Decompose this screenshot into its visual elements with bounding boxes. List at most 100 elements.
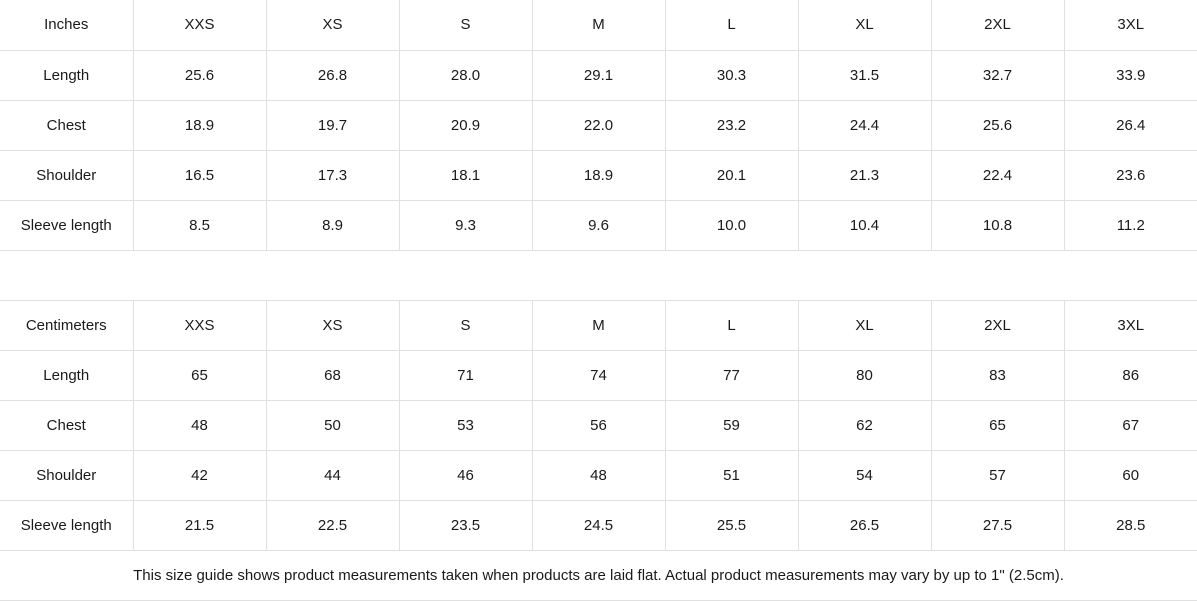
measurement-label: Length (0, 50, 134, 101)
measurement-value: 22.4 (931, 150, 1065, 201)
measurement-value: 22.5 (266, 500, 400, 551)
measurement-label: Sleeve length (0, 200, 134, 251)
measurement-value: 71 (399, 350, 533, 401)
measurement-value: 80 (798, 350, 932, 401)
measurement-row: Chest 18.9 19.7 20.9 22.0 23.2 24.4 25.6 26.4 (0, 100, 1197, 151)
measurement-value: 60 (1064, 450, 1197, 501)
measurement-value: 67 (1064, 400, 1197, 451)
unit-label: Inches (0, 0, 134, 51)
measurement-value: 11.2 (1064, 200, 1197, 251)
measurement-label: Sleeve length (0, 500, 134, 551)
measurement-value: 50 (266, 400, 400, 451)
measurement-value: 24.5 (532, 500, 666, 551)
size-column-header: S (399, 0, 533, 51)
measurement-value: 53 (399, 400, 533, 451)
measurement-value: 25.6 (133, 50, 267, 101)
size-column-header: XL (798, 300, 932, 351)
measurement-value: 48 (133, 400, 267, 451)
unit-header-row: Inches XXS XS S M L XL 2XL 3XL (0, 0, 1197, 51)
measurement-label: Length (0, 350, 134, 401)
size-column-header: XL (798, 0, 932, 51)
measurement-value: 30.3 (665, 50, 799, 101)
measurement-value: 68 (266, 350, 400, 401)
size-column-header: XS (266, 300, 400, 351)
measurement-value: 28.0 (399, 50, 533, 101)
measurement-value: 29.1 (532, 50, 666, 101)
measurement-label: Chest (0, 400, 134, 451)
measurement-value: 48 (532, 450, 666, 501)
measurement-value: 33.9 (1064, 50, 1197, 101)
size-column-header: L (665, 300, 799, 351)
measurement-value: 56 (532, 400, 666, 451)
size-column-header: XXS (133, 0, 267, 51)
measurement-value: 23.5 (399, 500, 533, 551)
size-column-header: M (532, 0, 666, 51)
size-column-header: M (532, 300, 666, 351)
measurement-value: 65 (931, 400, 1065, 451)
measurement-value: 17.3 (266, 150, 400, 201)
table-spacer-cell (0, 250, 1197, 301)
measurement-label: Shoulder (0, 150, 134, 201)
size-column-header: S (399, 300, 533, 351)
measurement-value: 46 (399, 450, 533, 501)
measurement-row: Sleeve length 8.5 8.9 9.3 9.6 10.0 10.4 10.8 11.… (0, 200, 1197, 251)
table-spacer-row (0, 250, 1197, 301)
size-column-header: 2XL (931, 0, 1065, 51)
size-column-header: L (665, 0, 799, 51)
measurement-value: 10.8 (931, 200, 1065, 251)
measurement-value: 57 (931, 450, 1065, 501)
measurement-value: 20.9 (399, 100, 533, 151)
measurement-value: 9.3 (399, 200, 533, 251)
measurement-value: 18.1 (399, 150, 533, 201)
measurement-value: 59 (665, 400, 799, 451)
measurement-label: Shoulder (0, 450, 134, 501)
measurement-value: 26.8 (266, 50, 400, 101)
measurement-value: 28.5 (1064, 500, 1197, 551)
measurement-value: 21.5 (133, 500, 267, 551)
footer-note-row: This size guide shows product measuremen… (0, 550, 1197, 601)
measurement-value: 23.2 (665, 100, 799, 151)
measurement-value: 16.5 (133, 150, 267, 201)
measurement-value: 31.5 (798, 50, 932, 101)
measurement-value: 21.3 (798, 150, 932, 201)
measurement-value: 25.6 (931, 100, 1065, 151)
measurement-row: Length 25.6 26.8 28.0 29.1 30.3 31.5 32.7 33.9 (0, 50, 1197, 101)
footer-note: This size guide shows product measuremen… (0, 550, 1197, 601)
measurement-value: 18.9 (133, 100, 267, 151)
measurement-value: 22.0 (532, 100, 666, 151)
measurement-value: 26.5 (798, 500, 932, 551)
measurement-value: 20.1 (665, 150, 799, 201)
measurement-row: Length 65 68 71 74 77 80 83 86 (0, 350, 1197, 401)
measurement-label: Chest (0, 100, 134, 151)
measurement-value: 23.6 (1064, 150, 1197, 201)
measurement-row: Shoulder 16.5 17.3 18.1 18.9 20.1 21.3 22.4 23.6 (0, 150, 1197, 201)
measurement-value: 83 (931, 350, 1065, 401)
measurement-row: Sleeve length 21.5 22.5 23.5 24.5 25.5 26.5 27.… (0, 500, 1197, 551)
measurement-value: 25.5 (665, 500, 799, 551)
measurement-value: 8.9 (266, 200, 400, 251)
measurement-row: Shoulder 42 44 46 48 51 54 57 60 (0, 450, 1197, 501)
measurement-value: 27.5 (931, 500, 1065, 551)
measurement-value: 8.5 (133, 200, 267, 251)
measurement-value: 9.6 (532, 200, 666, 251)
measurement-value: 10.0 (665, 200, 799, 251)
measurement-value: 18.9 (532, 150, 666, 201)
size-column-header: 2XL (931, 300, 1065, 351)
measurement-value: 32.7 (931, 50, 1065, 101)
size-column-header: XS (266, 0, 400, 51)
measurement-value: 65 (133, 350, 267, 401)
size-column-header: 3XL (1064, 0, 1197, 51)
measurement-value: 44 (266, 450, 400, 501)
measurement-value: 54 (798, 450, 932, 501)
measurement-value: 86 (1064, 350, 1197, 401)
size-column-header: 3XL (1064, 300, 1197, 351)
measurement-value: 24.4 (798, 100, 932, 151)
size-column-header: XXS (133, 300, 267, 351)
unit-header-row: Centimeters XXS XS S M L XL 2XL 3XL (0, 300, 1197, 351)
measurement-value: 19.7 (266, 100, 400, 151)
measurement-value: 26.4 (1064, 100, 1197, 151)
measurement-row: Chest 48 50 53 56 59 62 65 67 (0, 400, 1197, 451)
unit-label: Centimeters (0, 300, 134, 351)
measurement-value: 10.4 (798, 200, 932, 251)
